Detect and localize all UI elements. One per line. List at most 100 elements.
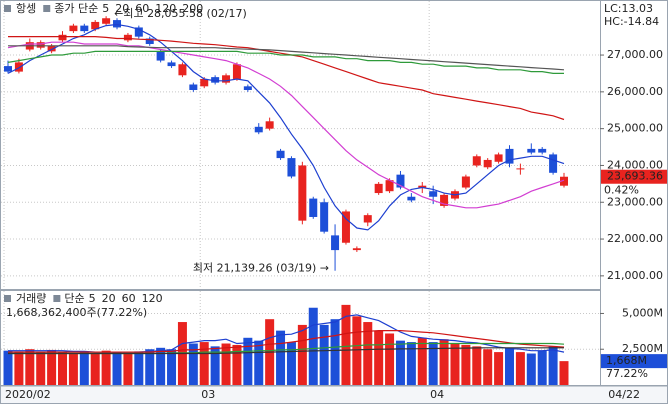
volume-bar xyxy=(232,344,242,385)
candle-body xyxy=(145,38,154,45)
last-price-label: 23,693.36 xyxy=(607,170,663,183)
candle-body xyxy=(102,18,111,24)
date-axis xyxy=(0,385,668,404)
candle-body xyxy=(320,202,329,232)
ma-line xyxy=(7,50,564,74)
candle-body xyxy=(418,185,427,188)
volume-bar xyxy=(374,330,384,385)
volume-bar xyxy=(276,330,286,385)
candle-body xyxy=(538,148,547,153)
volume-bar xyxy=(526,353,536,385)
candle-body xyxy=(407,196,416,201)
candle-body xyxy=(309,198,318,217)
volume-bar xyxy=(428,342,438,385)
volume-bar xyxy=(156,347,166,385)
y-tick-label: 21,000.00 xyxy=(607,269,663,282)
ma-line xyxy=(8,36,565,121)
candle-body xyxy=(527,148,536,153)
candle-body xyxy=(243,86,252,91)
legend-title: 거래량 xyxy=(16,292,46,305)
y-tick-label: 23,000.00 xyxy=(607,195,663,208)
volume-bar xyxy=(58,352,68,385)
candle-body xyxy=(549,154,558,173)
candle-body xyxy=(472,156,481,166)
volume-bar xyxy=(101,350,111,385)
last-volume-box xyxy=(601,354,667,369)
y-tick-label: 27,000.00 xyxy=(607,48,663,61)
volume-bar xyxy=(199,342,209,385)
candle-body xyxy=(4,66,12,72)
volume-bar xyxy=(406,342,416,385)
volume-bar xyxy=(112,352,122,385)
volume-bar xyxy=(47,349,57,385)
candle-body xyxy=(232,64,241,79)
x-tick-label: 04 xyxy=(430,388,444,401)
last-volume-label: 1,668M xyxy=(606,354,647,367)
volume-bar xyxy=(286,342,296,385)
candle-body xyxy=(494,154,503,162)
candle-body xyxy=(189,84,198,91)
candle-body xyxy=(254,126,263,133)
volume-bar xyxy=(134,351,144,385)
lc-label: LC:13.03 xyxy=(604,2,653,15)
candle-body xyxy=(331,235,340,251)
x-tick-label: 2020/02 xyxy=(5,388,51,401)
candle-body xyxy=(222,75,231,83)
volume-bar xyxy=(483,349,493,385)
volume-bar xyxy=(14,351,24,385)
ma-line xyxy=(7,41,565,209)
candle-body xyxy=(134,27,143,37)
candle-body xyxy=(483,159,492,168)
max-annotation: ←최고 28,055.58 (02/17) xyxy=(114,7,247,20)
candle-body xyxy=(276,150,285,159)
volume-bar xyxy=(395,340,405,385)
volume-bar xyxy=(472,346,482,385)
candle-body xyxy=(178,64,187,76)
volume-bar xyxy=(221,343,231,385)
candle-body xyxy=(113,20,122,28)
candle-body xyxy=(363,215,372,223)
legend-entry: 120 xyxy=(142,292,163,305)
candle-body xyxy=(560,176,568,186)
change-label: 0.42% xyxy=(604,184,639,197)
legend-entry: 5 xyxy=(102,2,109,15)
volume-bar xyxy=(79,351,89,385)
candle-body xyxy=(200,78,209,87)
candle-body xyxy=(58,34,67,41)
candle-body xyxy=(211,77,220,83)
volume-bar xyxy=(297,324,307,385)
legend-icon xyxy=(43,5,51,12)
legend-icon xyxy=(4,5,11,12)
candle-body xyxy=(505,148,514,164)
legend-entry: 60 xyxy=(135,2,149,15)
candle-body xyxy=(156,51,165,61)
volume-bar xyxy=(25,349,35,385)
candle-body xyxy=(298,165,307,221)
legend-title: 항셍 xyxy=(16,2,36,15)
y-tick-label: 25,000.00 xyxy=(607,122,663,135)
volume-bar xyxy=(341,304,351,385)
volume-bar xyxy=(123,352,133,385)
volume-bar xyxy=(243,337,253,385)
volume-bar xyxy=(385,333,395,385)
volume-bar xyxy=(36,352,46,385)
volume-ma-line xyxy=(8,330,565,353)
legend-entry: 120 xyxy=(155,2,176,15)
candle-body xyxy=(374,183,383,194)
volume-bar xyxy=(537,350,547,385)
candle-body xyxy=(69,25,78,32)
candle-body xyxy=(80,25,89,32)
volume-bar xyxy=(504,347,514,385)
candle-body xyxy=(47,45,56,52)
x-tick-label: 03 xyxy=(201,388,215,401)
candle-body xyxy=(461,176,470,188)
volume-bar xyxy=(254,340,264,385)
candle-body xyxy=(14,62,23,72)
volume-bar xyxy=(494,352,504,385)
candle-body xyxy=(91,21,100,30)
min-annotation: 최저 21,139.26 (03/19) → xyxy=(193,262,329,275)
volume-bar xyxy=(515,352,525,385)
volume-bar xyxy=(363,322,373,385)
ma-line xyxy=(8,45,565,71)
